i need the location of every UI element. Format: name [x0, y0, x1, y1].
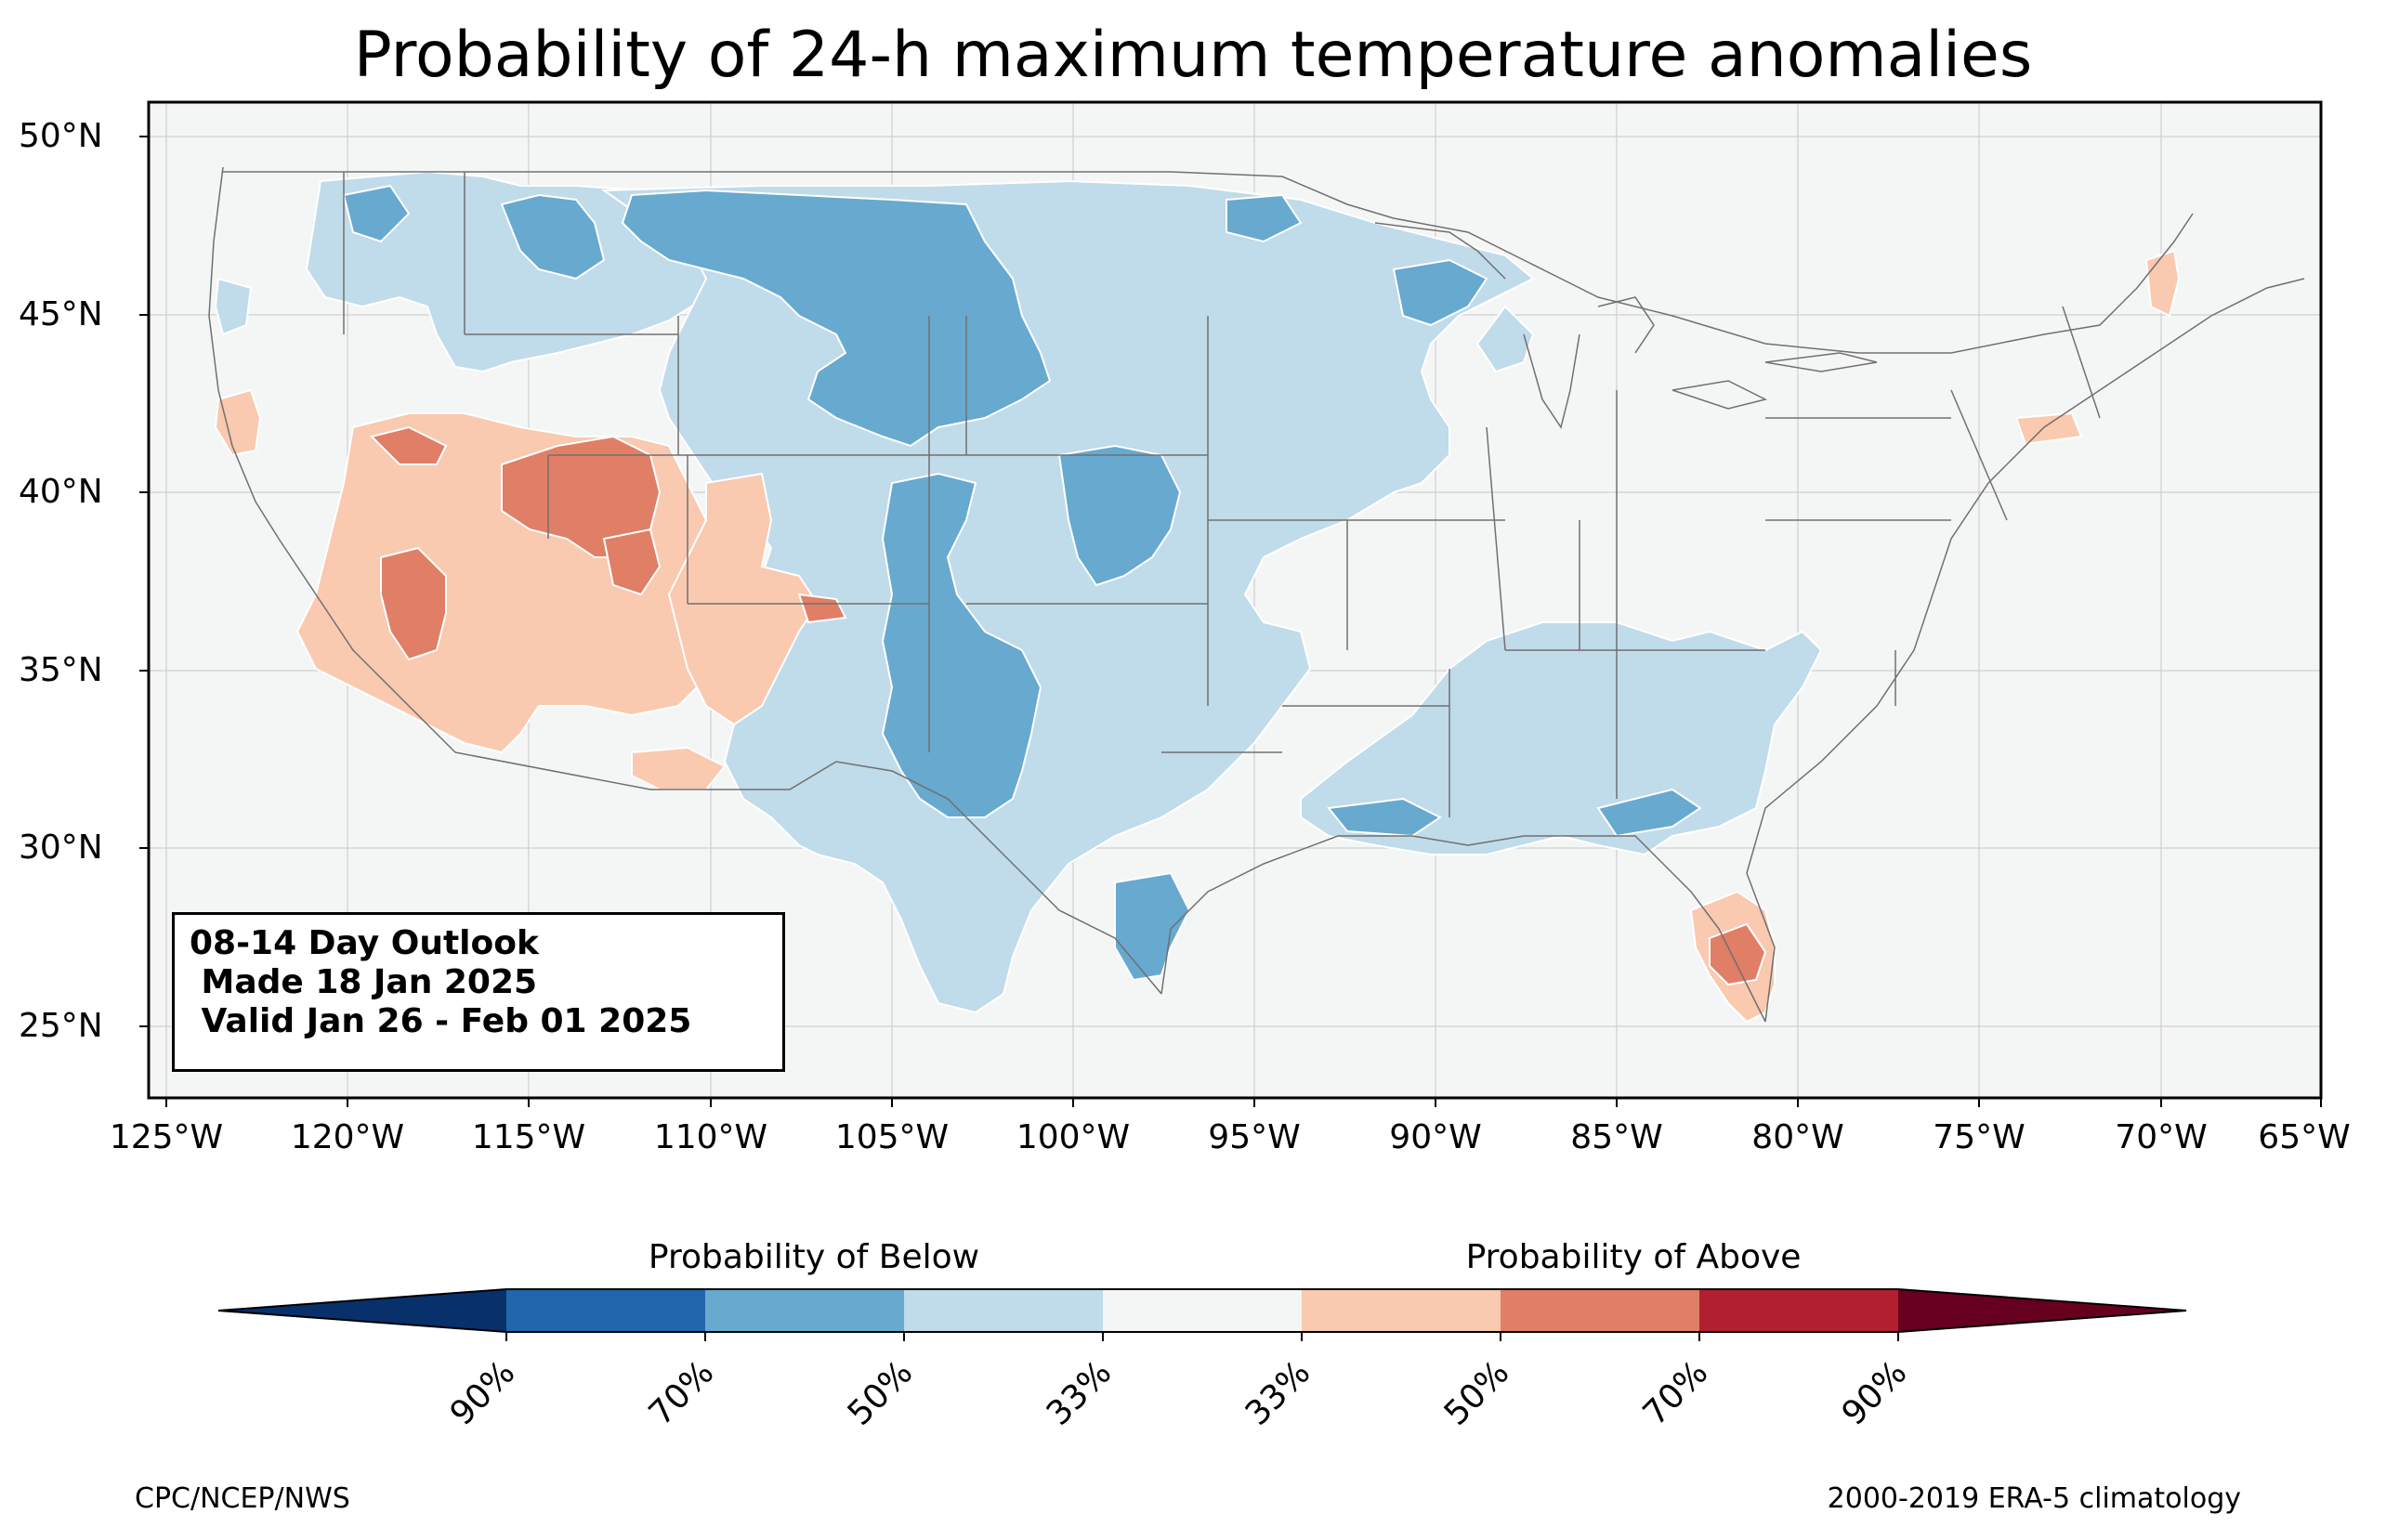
- state-lines: [343, 172, 2101, 817]
- colorbar-segment-3: [904, 1289, 1103, 1332]
- lon-label-120: 120°W: [290, 1118, 405, 1156]
- lat-label-30: 30°N: [19, 829, 103, 867]
- dakota-below-region: [1226, 193, 1303, 243]
- below-50-regions: [342, 184, 1702, 982]
- california-coast-above-region: [214, 388, 262, 457]
- colorbar-segment-7: [1699, 1289, 1898, 1332]
- lon-label-70: 70°W: [2115, 1118, 2208, 1156]
- footer-source: CPC/NCEP/NWS: [135, 1482, 350, 1515]
- lon-label-65: 65°W: [2258, 1118, 2351, 1156]
- great-basin-above-region: [380, 546, 447, 661]
- lat-label-25: 25°N: [19, 1007, 103, 1045]
- mississippi-below-region: [1327, 797, 1442, 838]
- lon-label-115: 115°W: [471, 1118, 586, 1156]
- boundaries: [208, 166, 2305, 1023]
- colorbar-above-label: Probability of Above: [1465, 1238, 1802, 1276]
- new-mexico-above-region: [797, 593, 847, 624]
- lon-label-95: 95°W: [1208, 1118, 1301, 1156]
- lon-label-100: 100°W: [1016, 1118, 1131, 1156]
- map-title: Probability of 24-h maximum temperature …: [353, 19, 2033, 92]
- lon-label-75: 75°W: [1933, 1118, 2025, 1156]
- colorbar: [217, 1288, 2187, 1341]
- lat-label-50: 50°N: [19, 117, 103, 155]
- lat-label-45: 45°N: [19, 295, 103, 333]
- map-frame: [147, 100, 2323, 1100]
- colorado-river-above-region: [602, 528, 662, 596]
- east-coast: [1746, 278, 2305, 1023]
- appalachian-below-region: [1475, 305, 1535, 373]
- west-coast: [208, 166, 456, 753]
- lat-label-35: 35°N: [19, 651, 103, 689]
- great-lakes: [1374, 222, 1878, 429]
- us-canada-border: [223, 171, 2194, 354]
- washington-below-region: [342, 184, 411, 243]
- kansas-below-region: [1057, 444, 1182, 587]
- lon-label-85: 85°W: [1570, 1118, 1663, 1156]
- lon-label-80: 80°W: [1751, 1118, 1844, 1156]
- footer-climatology: 2000-2019 ERA-5 climatology: [1827, 1482, 2241, 1515]
- colorbar-segment-2: [705, 1289, 904, 1332]
- southeast-below-region: [1300, 621, 1823, 856]
- outlook-made-date: Made 18 Jan 2025: [190, 963, 538, 1001]
- colorbar-below-label: Probability of Below: [648, 1238, 980, 1276]
- utah-above-region: [370, 425, 448, 465]
- colorbar-segment-4: [1103, 1289, 1302, 1332]
- colorbar-upper-extension: [1898, 1289, 2186, 1332]
- lon-label-105: 105°W: [834, 1118, 950, 1156]
- colorado-above-region: [667, 472, 819, 726]
- georgia-below-region: [1596, 788, 1702, 838]
- us-mexico-border: [454, 751, 1162, 995]
- lon-label-110: 110°W: [653, 1118, 768, 1156]
- colorbar-segment-6: [1501, 1289, 1699, 1332]
- connecticut-above-region: [2014, 411, 2083, 446]
- lon-label-125: 125°W: [109, 1118, 224, 1156]
- colorbar-lower-extension: [218, 1289, 506, 1332]
- plains-below-region: [881, 472, 1042, 818]
- outlook-info-box: 08-14 Day Outlook Made 18 Jan 2025 Valid…: [172, 912, 785, 1072]
- lat-label-40: 40°N: [19, 473, 103, 511]
- gulf-coast: [1160, 835, 1766, 1023]
- axis-ticks: [139, 136, 2322, 1107]
- lon-label-90: 90°W: [1389, 1118, 1482, 1156]
- montana-below-region: [621, 189, 1052, 448]
- above-50-regions: [370, 425, 1767, 986]
- west-coast-below-region: [214, 277, 253, 336]
- outlook-valid-range: Valid Jan 26 - Feb 01 2025: [190, 1002, 692, 1040]
- idaho-below-region: [500, 193, 606, 281]
- colorbar-segment-5: [1302, 1289, 1501, 1332]
- minnesota-below-region: [1392, 258, 1488, 327]
- colorbar-segment-1: [506, 1289, 705, 1332]
- outlook-period: 08-14 Day Outlook: [190, 924, 539, 962]
